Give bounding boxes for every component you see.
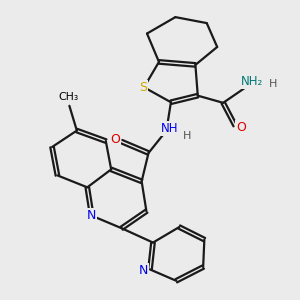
Text: NH: NH [161, 122, 178, 135]
Text: NH₂: NH₂ [241, 75, 263, 88]
Text: H: H [182, 131, 191, 141]
Text: O: O [236, 121, 246, 134]
Text: CH₃: CH₃ [59, 92, 79, 102]
Text: S: S [140, 81, 147, 94]
Text: N: N [139, 264, 148, 278]
Text: N: N [87, 209, 97, 222]
Text: H: H [269, 79, 278, 89]
Text: O: O [110, 133, 120, 146]
